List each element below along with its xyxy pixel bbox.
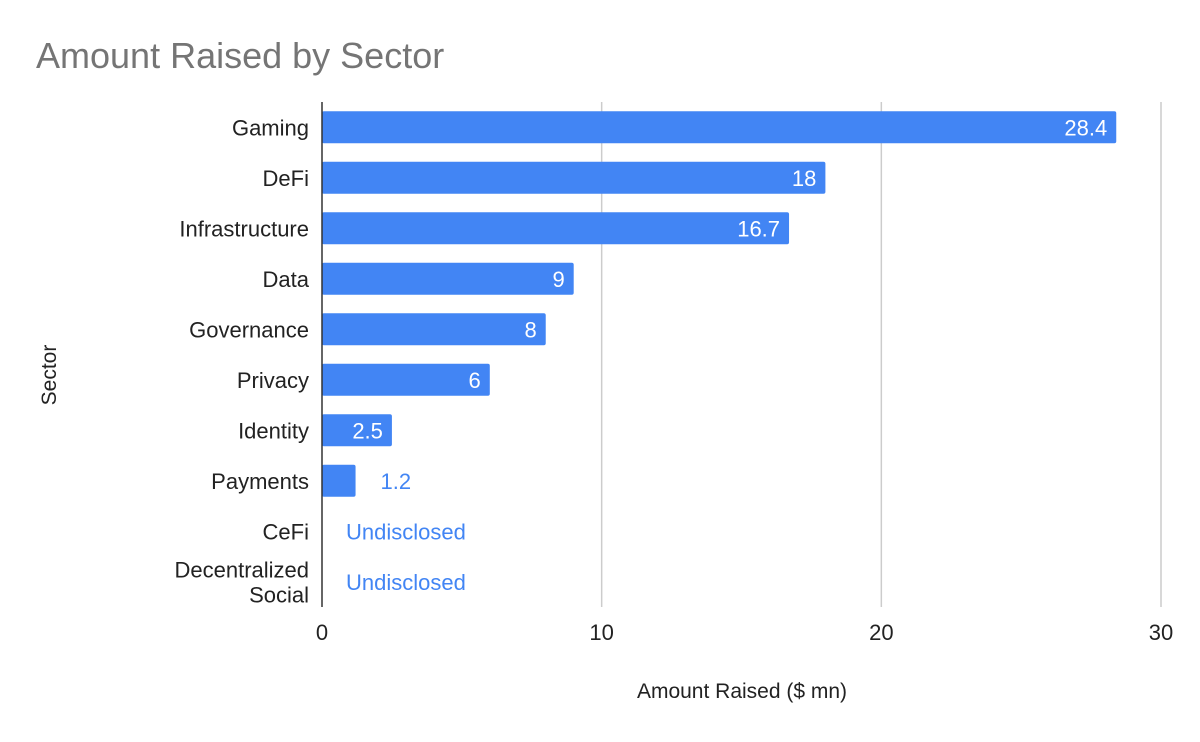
category-label-line: Infrastructure <box>179 216 309 241</box>
category-label: Privacy <box>237 368 309 393</box>
x-tick-labels: 0 10 20 30 <box>316 620 1173 645</box>
category-label: Infrastructure <box>179 216 309 241</box>
value-label: 6 <box>469 368 481 393</box>
bar <box>322 262 574 295</box>
x-tick-label: 10 <box>589 620 613 645</box>
category-label-line: CeFi <box>263 519 309 544</box>
bar <box>322 363 490 396</box>
x-tick-label: 0 <box>316 620 328 645</box>
value-label: 9 <box>552 267 564 292</box>
category-label: Identity <box>238 418 309 443</box>
chart-title: Amount Raised by Sector <box>36 35 444 76</box>
bar <box>322 161 826 194</box>
category-label: DeFi <box>263 166 309 191</box>
value-label: 18 <box>792 166 816 191</box>
value-labels: 28.4 18 16.7 98 6 2.5 1.2 Undisclosed Undisclose… <box>346 115 1107 595</box>
value-label: 2.5 <box>352 418 383 443</box>
value-label: Undisclosed <box>346 570 466 595</box>
category-label-line: Social <box>249 582 309 607</box>
category-label-line: Decentralized <box>174 557 309 582</box>
category-label-line: Privacy <box>237 368 309 393</box>
bars <box>322 111 1117 497</box>
category-label-line: Gaming <box>232 115 309 140</box>
category-label-line: Payments <box>211 469 309 494</box>
category-label: Governance <box>189 317 309 342</box>
bar <box>322 464 356 497</box>
value-label: 8 <box>524 317 536 342</box>
category-label: Decentralized Social <box>174 557 309 607</box>
category-label-line: Identity <box>238 418 309 443</box>
category-label: Data <box>263 267 310 292</box>
bar <box>322 414 392 447</box>
category-label-line: Data <box>263 267 310 292</box>
category-labels: Gaming DeFi Infrastructure Data Governance Pr… <box>174 115 309 607</box>
bar <box>322 313 546 346</box>
bar <box>322 212 790 245</box>
value-label: 16.7 <box>737 216 780 241</box>
value-label: 1.2 <box>381 469 412 494</box>
category-label: CeFi <box>263 519 309 544</box>
category-label: Gaming <box>232 115 309 140</box>
category-label-line: DeFi <box>263 166 309 191</box>
x-axis-title: Amount Raised ($ mn) <box>637 680 847 703</box>
bar <box>322 111 1117 144</box>
x-tick-label: 30 <box>1149 620 1173 645</box>
y-axis-title: Sector <box>38 345 61 406</box>
category-label-line: Governance <box>189 317 309 342</box>
x-tick-label: 20 <box>869 620 893 645</box>
category-label: Payments <box>211 469 309 494</box>
value-label: Undisclosed <box>346 519 466 544</box>
value-label: 28.4 <box>1064 115 1107 140</box>
